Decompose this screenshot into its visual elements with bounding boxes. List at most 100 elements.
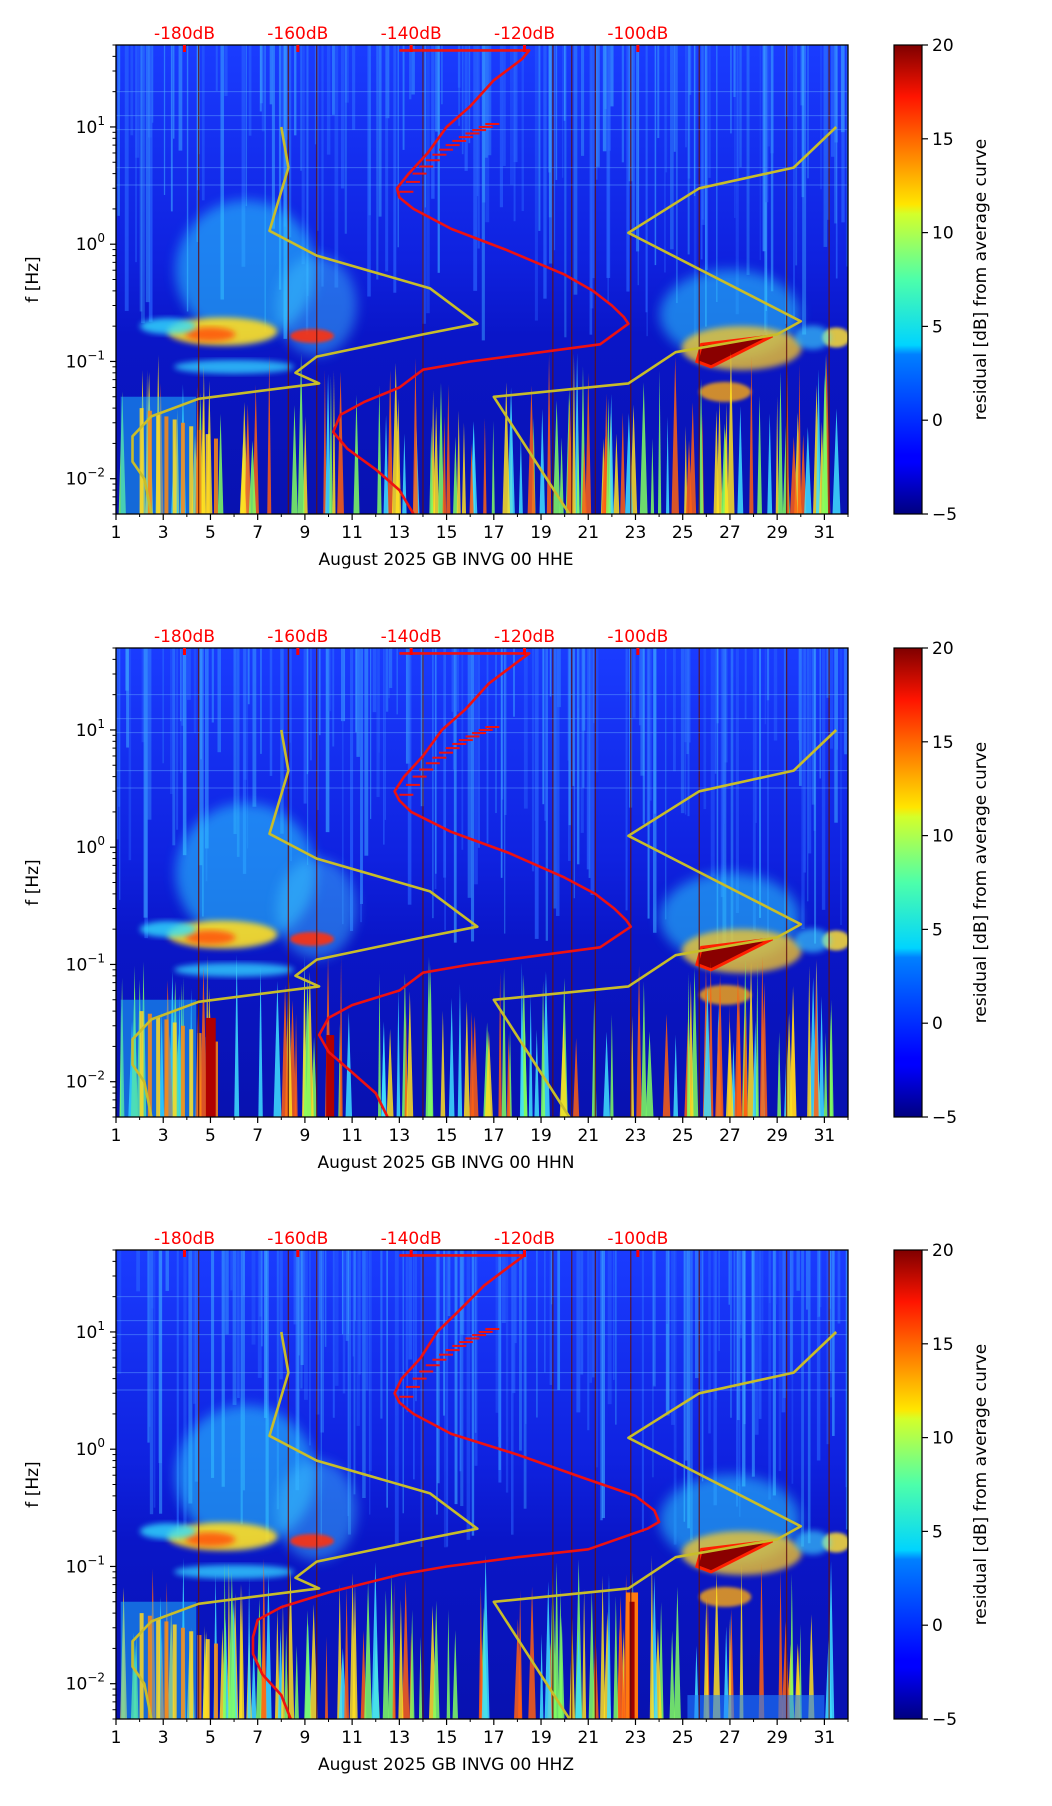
streak (739, 45, 742, 168)
y-axis-label: f [Hz] (23, 256, 43, 302)
streak (443, 648, 447, 878)
transient-spike (747, 962, 755, 1117)
spectrogram-3 (116, 1250, 848, 1719)
streak (666, 1250, 669, 1324)
streak (169, 648, 174, 794)
transient-spike (689, 402, 697, 514)
y-tick-exponent: −2 (87, 1671, 105, 1685)
burst-column (189, 426, 194, 514)
transient-spike (402, 1579, 410, 1719)
streak (118, 1250, 122, 1374)
streak (350, 648, 354, 931)
streak (551, 1250, 553, 1305)
burst-column (147, 1615, 152, 1719)
streak (755, 648, 757, 823)
transient-spike (777, 371, 783, 514)
streak (693, 45, 696, 196)
streak (369, 1250, 371, 1515)
streak (548, 45, 551, 173)
transient-spike (671, 356, 679, 514)
transient-spike (588, 1590, 595, 1719)
streak (718, 1250, 720, 1351)
streak (301, 45, 305, 265)
streak (443, 1250, 448, 1548)
db-tick-label: -160dB (267, 1229, 328, 1249)
transient-spike (294, 1645, 299, 1719)
db-tick-label: -120dB (494, 627, 555, 647)
transient-spike (755, 961, 759, 1117)
transient-spike (813, 958, 819, 1117)
transient-spike (446, 384, 451, 514)
transient-spike (737, 406, 744, 514)
transient-spike (606, 398, 611, 514)
x-tick-label: 7 (252, 1126, 263, 1146)
streak (652, 1250, 656, 1387)
streak (642, 648, 645, 825)
storm-tail (794, 1530, 831, 1555)
streak (645, 45, 648, 313)
streak (447, 1250, 451, 1317)
transient-spike (758, 1563, 765, 1719)
streak (580, 1250, 584, 1375)
y-tick-exponent: 1 (97, 717, 105, 731)
streak (482, 45, 486, 203)
streak (826, 648, 830, 698)
burst-column (189, 1631, 194, 1719)
streak (765, 45, 769, 203)
streak (555, 45, 558, 180)
streak (798, 648, 800, 741)
streak (454, 1250, 458, 1505)
streak (443, 1250, 445, 1416)
burst-column (172, 1022, 177, 1117)
series-line-1 (131, 729, 479, 1117)
burst-column (172, 1624, 177, 1719)
streak (607, 1250, 612, 1405)
transient-spike (759, 956, 765, 1117)
colorbar-gradient (893, 1249, 923, 1720)
streak (549, 1250, 553, 1385)
streak (685, 45, 687, 148)
transient-spike (832, 408, 841, 514)
streak (242, 1250, 245, 1491)
streak (367, 45, 371, 297)
transient-spike (519, 962, 524, 1117)
streak (549, 648, 552, 697)
transient-spike (438, 382, 444, 514)
streak (163, 45, 166, 195)
streak (325, 648, 330, 833)
streak (600, 1250, 603, 1521)
streak (834, 45, 838, 224)
streak (595, 45, 600, 167)
streak (347, 1250, 352, 1535)
transient-spike (238, 1583, 243, 1719)
x-tick-label: 25 (672, 1728, 694, 1748)
streak (754, 1250, 759, 1435)
streak (733, 1250, 736, 1389)
colorbar-tick-label: 0 (932, 1616, 943, 1636)
transient-spike (501, 967, 507, 1117)
streak (730, 648, 734, 945)
x-tick-label: 29 (766, 1126, 788, 1146)
streak (409, 45, 412, 100)
streak (150, 1250, 154, 1309)
x-tick-label: 13 (389, 523, 411, 543)
colorbar-label: residual [dB] from average curve (971, 139, 991, 420)
db-tick-label: -140dB (381, 1229, 442, 1249)
streak (602, 45, 607, 152)
streak (435, 45, 439, 132)
streak (843, 648, 848, 752)
transient-spike (382, 1590, 389, 1719)
streak (730, 45, 732, 134)
transient-spike (239, 441, 247, 514)
streak (383, 648, 385, 845)
streak (241, 45, 246, 267)
transient-spike (507, 387, 515, 514)
streak (554, 45, 556, 251)
transient-spike (448, 998, 455, 1117)
streak (710, 648, 715, 877)
curves-1 (131, 49, 838, 514)
streak (341, 1250, 344, 1335)
x-tick-label: 27 (719, 1126, 741, 1146)
streak (172, 648, 176, 846)
burst-column (197, 1033, 202, 1117)
